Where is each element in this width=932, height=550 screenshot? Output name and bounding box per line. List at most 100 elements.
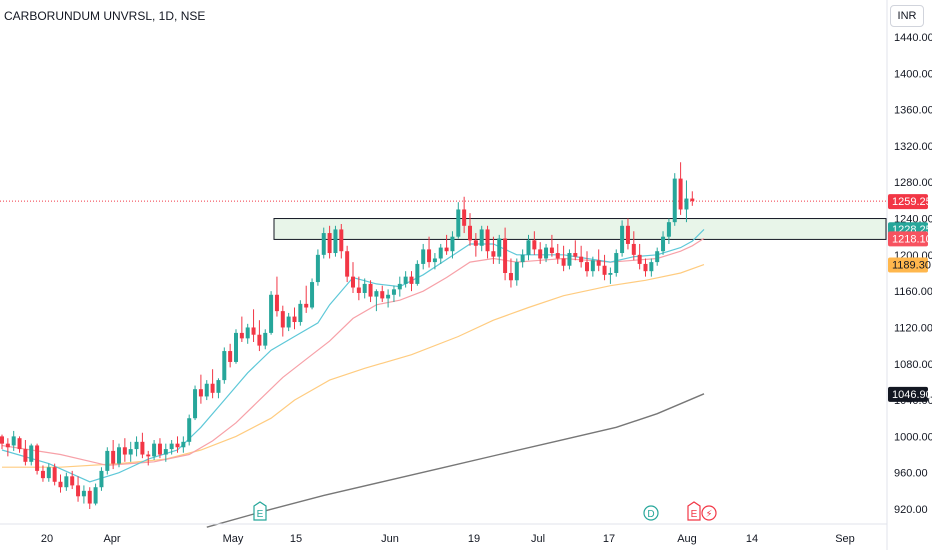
- candle-body: [222, 351, 227, 381]
- candle-body: [122, 447, 127, 455]
- candle-body: [491, 251, 496, 257]
- candle-body: [81, 490, 86, 497]
- candle-body: [397, 283, 402, 290]
- candle-body: [181, 441, 186, 448]
- candle-body: [625, 225, 630, 244]
- time-tick-label: Jul: [531, 533, 545, 545]
- candle-body: [655, 251, 660, 263]
- candle-body: [251, 327, 256, 335]
- candle-body: [631, 243, 636, 255]
- candle-body: [263, 332, 268, 346]
- price-badge-ema-short: 1218.10: [888, 231, 932, 247]
- time-tick-label: 15: [290, 533, 302, 545]
- candle-body: [544, 247, 549, 259]
- price-tick-label: 1080.00: [894, 359, 932, 371]
- earnings-event-icon[interactable]: E: [687, 501, 701, 521]
- candle-body: [29, 445, 34, 462]
- candle-body: [292, 316, 297, 323]
- symbol-title: CARBORUNDUM UNVRSL, 1D, NSE: [4, 9, 206, 23]
- candle-body: [298, 303, 303, 323]
- candle-body: [497, 238, 502, 257]
- candle-body: [5, 443, 10, 448]
- time-tick-label: Sep: [835, 533, 855, 545]
- candle-body: [596, 260, 601, 266]
- candle-body: [105, 450, 110, 471]
- candle-body: [117, 447, 121, 464]
- candle-body: [274, 294, 279, 312]
- candle-body: [111, 450, 116, 464]
- candle-body: [538, 249, 543, 259]
- price-tick-label: 1000.00: [894, 431, 932, 443]
- candle-body: [128, 449, 133, 455]
- currency-button[interactable]: INR: [890, 5, 924, 27]
- dividend-event-icon[interactable]: D: [643, 505, 659, 521]
- time-tick-label: Aug: [677, 533, 697, 545]
- candle-body: [473, 240, 478, 246]
- candle-body: [169, 443, 174, 450]
- candle-body: [549, 247, 554, 254]
- candle-body: [58, 481, 63, 488]
- candle-body: [216, 380, 221, 393]
- time-tick-label: 20: [41, 533, 53, 545]
- candle-body: [40, 470, 45, 479]
- time-tick-label: 19: [468, 533, 480, 545]
- candle-body: [157, 443, 162, 455]
- price-tick-label: 1440.00: [894, 32, 932, 44]
- candle-body: [11, 436, 16, 446]
- candle-body: [239, 332, 244, 339]
- candle-body: [146, 454, 151, 457]
- candle-body: [321, 233, 326, 255]
- candle-body: [450, 236, 455, 252]
- candle-body: [0, 436, 4, 444]
- time-tick-label: Jun: [381, 533, 399, 545]
- price-tick-label: 960.00: [894, 468, 928, 480]
- candle-body: [310, 282, 315, 308]
- candle-body: [637, 254, 642, 264]
- candle-body: [532, 240, 537, 250]
- price-tick-label: 1400.00: [894, 68, 932, 80]
- candle-body: [93, 487, 98, 504]
- candle-body: [245, 327, 250, 339]
- split-event-icon[interactable]: ⚡: [701, 505, 717, 521]
- candle-body: [52, 467, 57, 482]
- event-label: D: [647, 509, 654, 520]
- candle-body: [672, 178, 677, 223]
- candle-body: [140, 441, 145, 455]
- candle-body: [17, 438, 22, 450]
- candle-body: [690, 198, 695, 202]
- price-badge-label: 1218.10: [892, 233, 932, 245]
- candle-body: [649, 262, 654, 272]
- candle-body: [269, 294, 274, 333]
- price-tick-label: 920.00: [894, 504, 928, 516]
- candle-body: [666, 222, 671, 237]
- candle-body: [234, 332, 238, 362]
- candle-body: [362, 283, 367, 293]
- candle-body: [456, 209, 461, 237]
- candle-body: [462, 209, 467, 226]
- candle-body: [508, 273, 513, 281]
- candle-body: [280, 311, 285, 328]
- candle-body: [380, 291, 385, 299]
- candle-body: [46, 467, 51, 479]
- support-zone[interactable]: [273, 218, 887, 240]
- earnings-event-icon[interactable]: E: [253, 501, 267, 521]
- candle-body: [87, 490, 92, 504]
- candle-body: [152, 443, 157, 457]
- candle-body: [64, 476, 69, 488]
- candle-body: [678, 178, 683, 210]
- candle-body: [374, 291, 379, 297]
- ema-long-line: [206, 393, 705, 528]
- price-badge-label: 1046.90: [892, 389, 932, 401]
- candle-body: [193, 389, 198, 419]
- candle-body: [432, 258, 437, 263]
- price-tick-label: 1360.00: [894, 105, 932, 117]
- candle-body: [520, 254, 525, 263]
- candle-body: [327, 233, 332, 254]
- candle-body: [76, 485, 81, 497]
- candle-body: [339, 229, 344, 252]
- candle-body: [590, 260, 595, 272]
- candle-body: [35, 445, 40, 471]
- candle-body: [23, 449, 28, 462]
